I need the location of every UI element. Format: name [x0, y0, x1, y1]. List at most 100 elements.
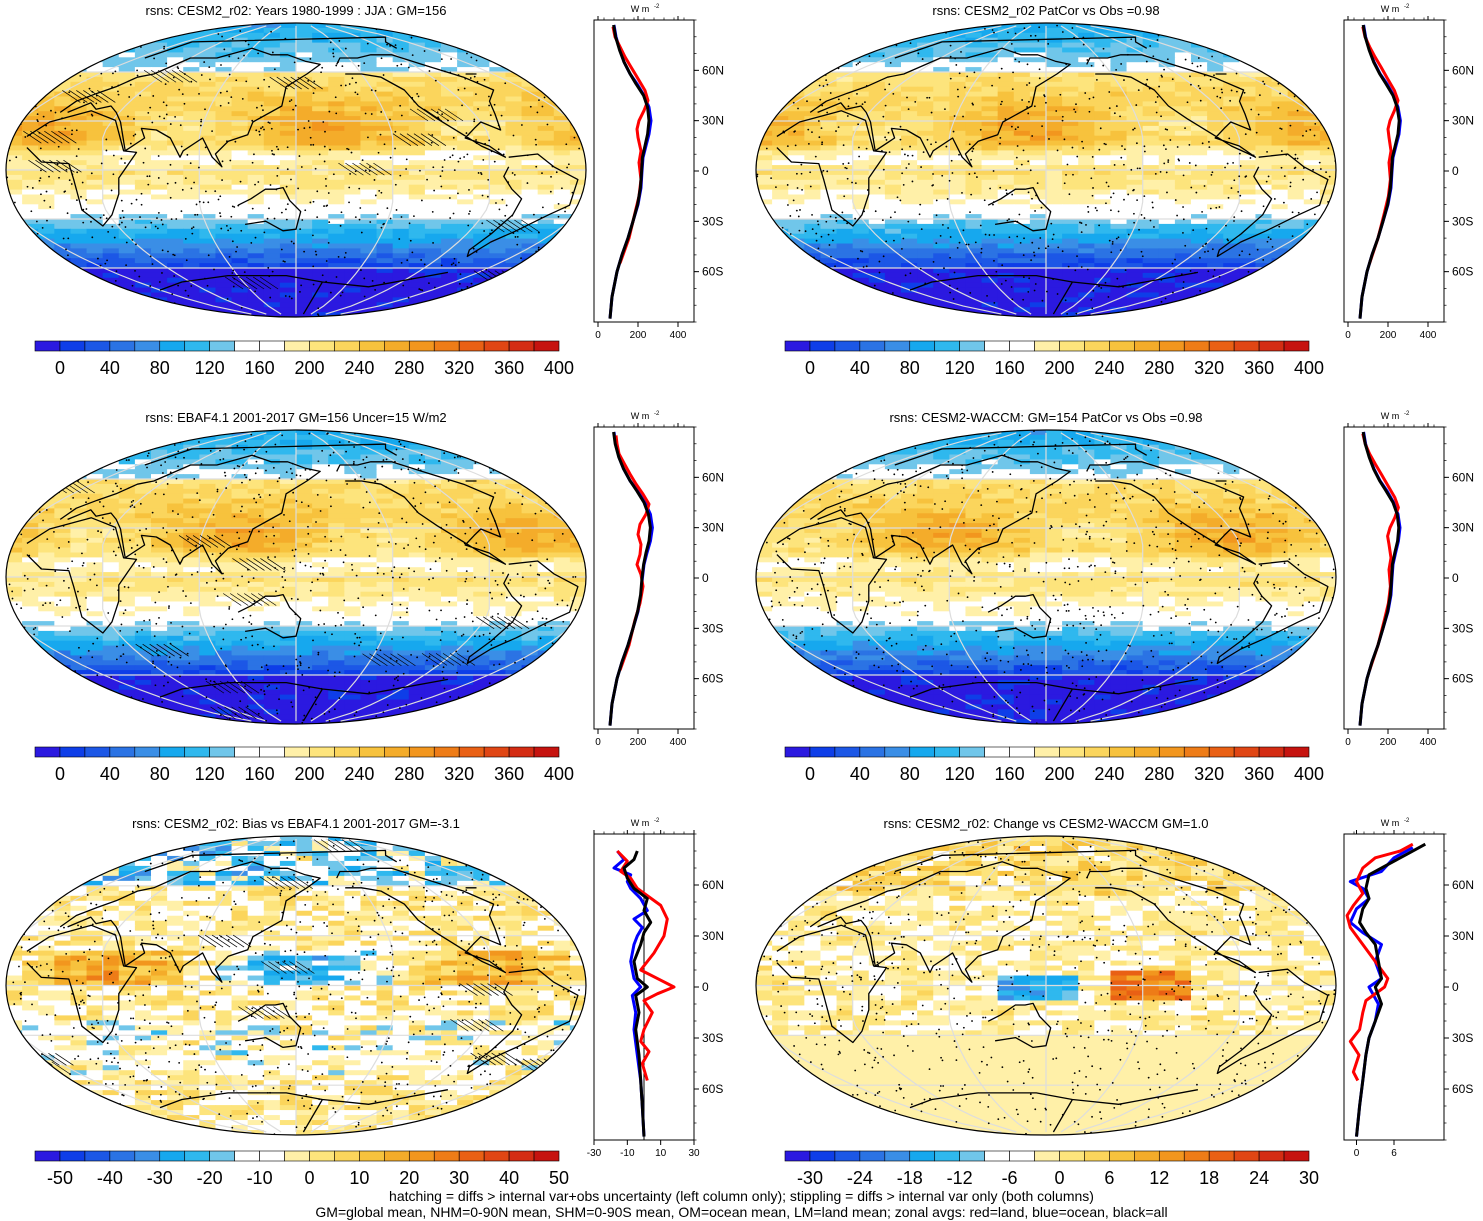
- field-cell: [215, 292, 233, 298]
- field-cell: [1207, 111, 1224, 117]
- field-cell: [231, 258, 249, 264]
- field-cell: [772, 62, 789, 68]
- field-cell: [836, 140, 854, 147]
- stipple-dot: [198, 92, 200, 95]
- stipple-dot: [234, 140, 237, 143]
- stipple-dot: [220, 227, 223, 230]
- field-cell: [22, 150, 39, 156]
- field-cell: [1271, 37, 1289, 44]
- x-tick-label: 0: [595, 330, 601, 341]
- field-cell: [376, 140, 394, 147]
- field-cell: [199, 96, 217, 102]
- stipple-dot: [169, 123, 172, 125]
- stipple-dot: [90, 220, 92, 223]
- field-cell: [1046, 160, 1063, 166]
- field-cell: [788, 67, 805, 73]
- stipple-dot: [158, 115, 161, 118]
- field-cell: [1158, 116, 1176, 122]
- field-cell: [997, 243, 1015, 249]
- stipple-dot: [94, 23, 97, 25]
- field-cell: [376, 268, 394, 274]
- field-cell: [344, 155, 362, 161]
- field-cell: [344, 248, 362, 254]
- stipple-dot: [411, 251, 414, 254]
- field-cell: [981, 214, 999, 220]
- field-cell: [868, 179, 886, 186]
- field-cell: [231, 223, 249, 230]
- field-cell: [949, 91, 967, 98]
- field-cell: [102, 179, 120, 186]
- field-cell: [118, 268, 136, 274]
- field-cell: [215, 174, 233, 181]
- stipple-dot: [167, 250, 169, 253]
- stipple-dot: [572, 104, 575, 107]
- field-cell: [836, 233, 854, 240]
- field-cell: [852, 199, 870, 205]
- field-cell: [22, 204, 39, 210]
- field-cell: [1029, 116, 1047, 122]
- field-cell: [1239, 228, 1257, 235]
- field-cell: [312, 140, 329, 147]
- field-cell: [424, 27, 442, 34]
- field-cell: [965, 76, 983, 83]
- field-cell: [1126, 248, 1144, 254]
- field-cell: [215, 116, 233, 122]
- field-cell: [981, 238, 999, 245]
- colorbar-swatch: [159, 340, 186, 352]
- field-cell: [296, 106, 313, 112]
- field-cell: [1094, 179, 1112, 186]
- field-cell: [553, 277, 571, 284]
- field-cell: [788, 155, 805, 161]
- field-cell: [134, 282, 152, 289]
- field-cell: [1174, 111, 1192, 117]
- stipple-dot: [561, 45, 564, 47]
- field-cell: [408, 116, 426, 122]
- field-cell: [134, 145, 152, 151]
- field-cell: [215, 86, 233, 93]
- field-cell: [134, 209, 152, 215]
- field-cell: [22, 199, 39, 205]
- stipple-dot: [488, 139, 491, 142]
- field-cell: [949, 238, 967, 245]
- field-cell: [70, 174, 88, 181]
- field-cell: [1094, 155, 1112, 161]
- field-cell: [151, 130, 168, 137]
- field-cell: [151, 57, 168, 63]
- field-cell: [569, 248, 586, 254]
- field-cell: [408, 170, 426, 176]
- field-cell: [134, 277, 152, 284]
- field-cell: [505, 194, 523, 200]
- field-cell: [1223, 179, 1240, 186]
- field-cell: [22, 116, 39, 122]
- field-cell: [360, 165, 378, 171]
- field-cell: [772, 96, 789, 102]
- field-cell: [1046, 248, 1063, 254]
- field-cell: [1046, 233, 1063, 240]
- field-cell: [884, 165, 902, 171]
- field-cell: [151, 62, 168, 68]
- field-cell: [408, 253, 426, 259]
- field-cell: [1094, 81, 1112, 88]
- field-cell: [38, 76, 55, 83]
- field-cell: [457, 106, 474, 112]
- field-cell: [247, 165, 265, 171]
- field-cell: [1110, 47, 1128, 53]
- field-cell: [296, 292, 313, 298]
- field-cell: [279, 282, 297, 289]
- stipple-dot: [432, 242, 434, 244]
- field-cell: [360, 277, 378, 284]
- field-cell: [167, 135, 184, 142]
- field-cell: [1287, 91, 1305, 98]
- field-cell: [473, 106, 490, 112]
- field-cell: [312, 76, 329, 83]
- field-cell: [408, 76, 426, 83]
- field-cell: [1239, 199, 1257, 205]
- field-cell: [901, 258, 918, 264]
- field-cell: [328, 155, 345, 161]
- field-cell: [1223, 174, 1240, 181]
- stipple-dot: [200, 74, 203, 76]
- field-cell: [118, 312, 136, 317]
- field-cell: [804, 214, 822, 220]
- field-cell: [1094, 135, 1112, 142]
- field-cell: [1239, 27, 1257, 34]
